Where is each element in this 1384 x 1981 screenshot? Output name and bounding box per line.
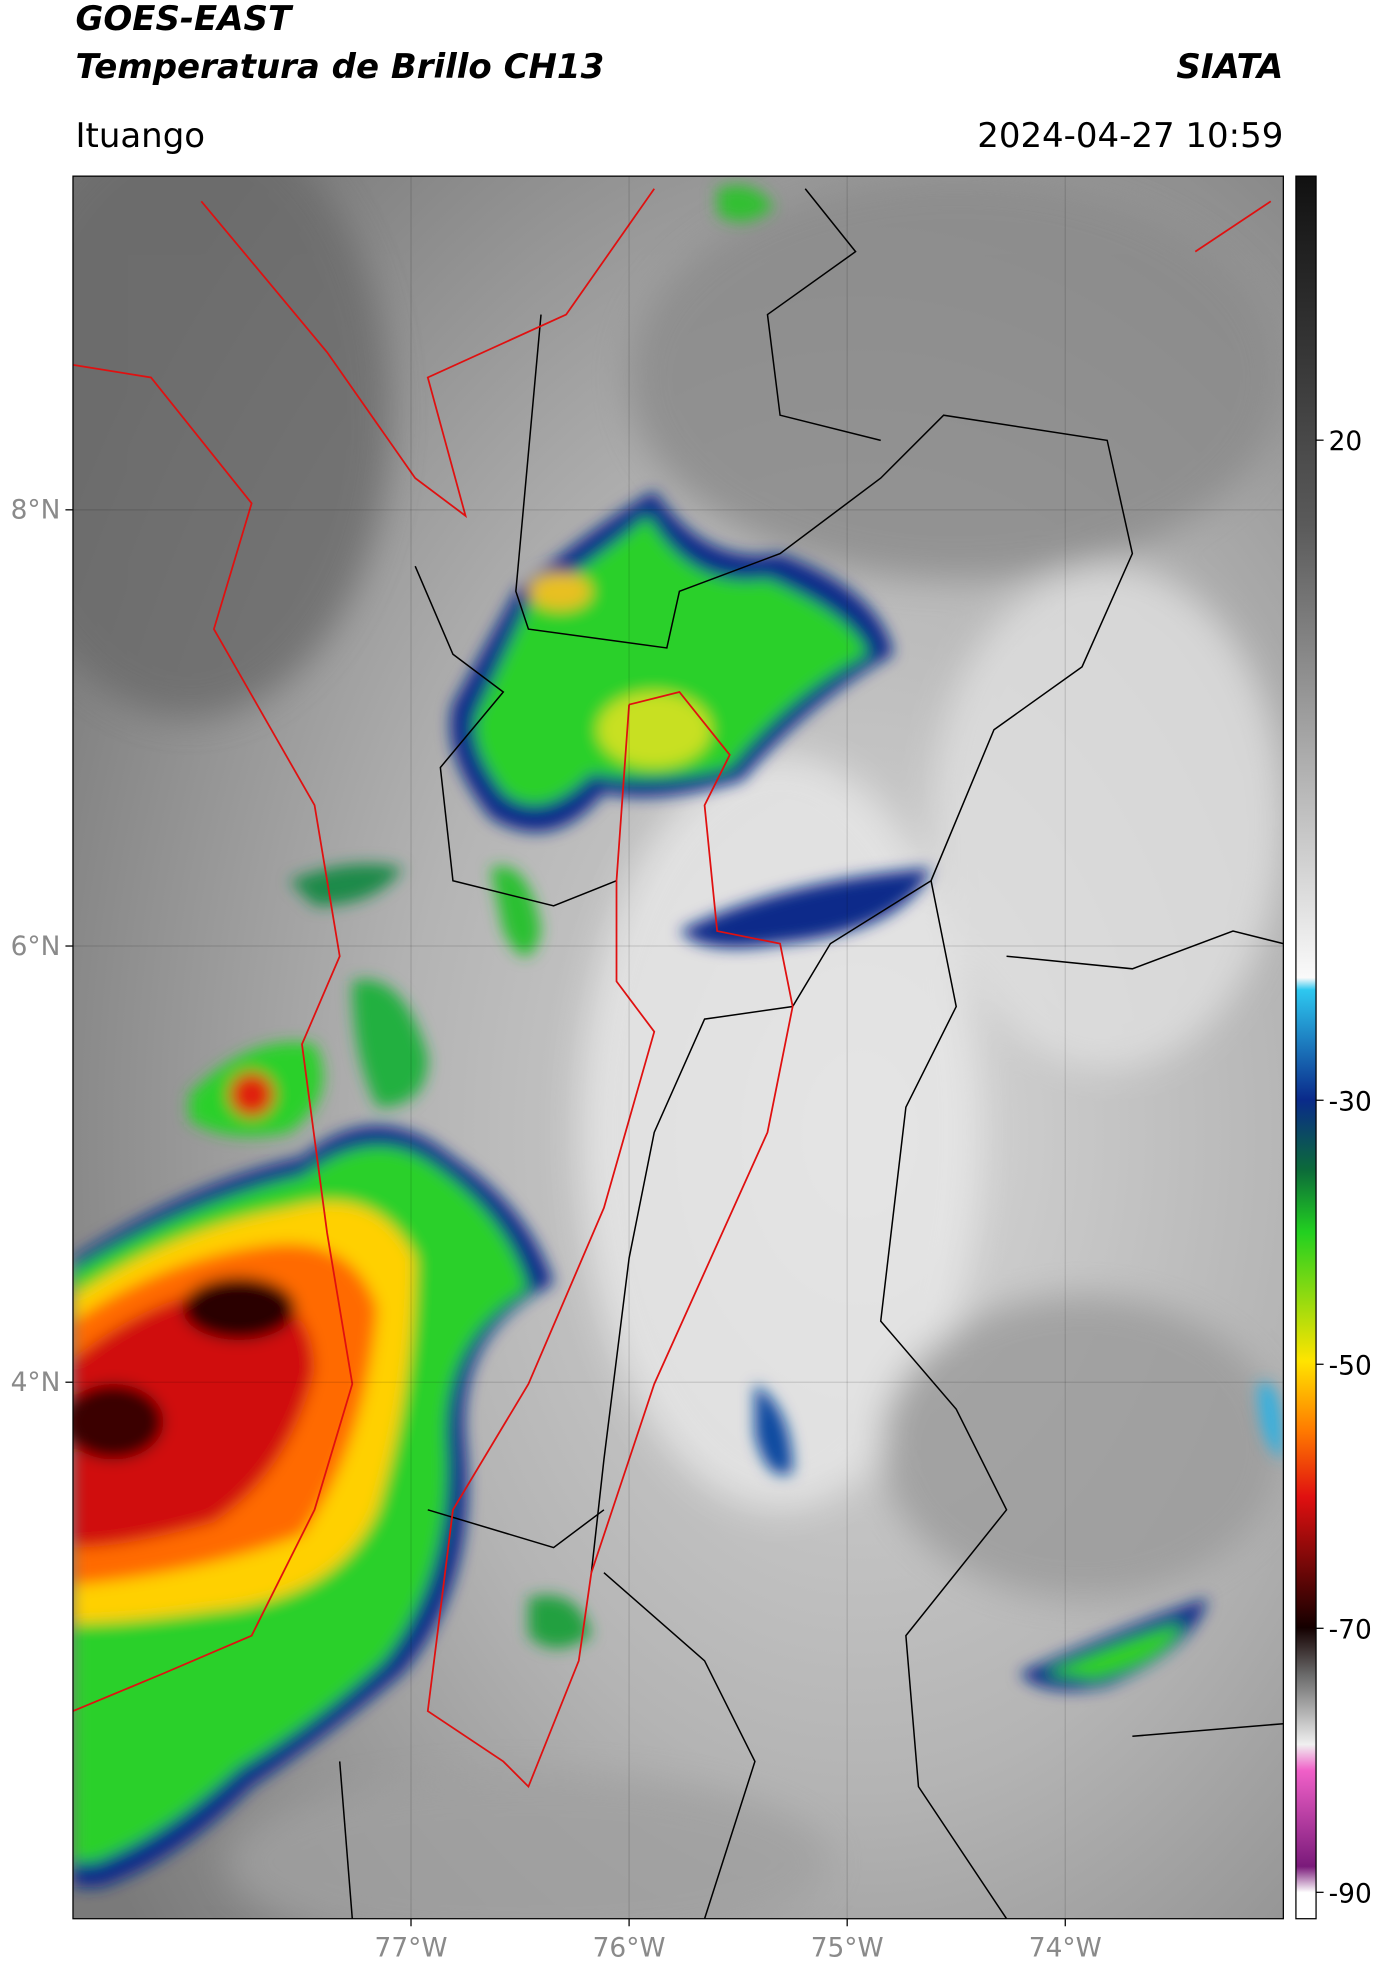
datetime: 2024-04-27 10:59 xyxy=(977,116,1283,156)
colorbar xyxy=(1295,175,1317,1920)
colorbar-tick-label: -50 xyxy=(1329,1350,1372,1381)
colorbar-tick-label: -30 xyxy=(1329,1086,1372,1117)
source: SIATA xyxy=(1176,47,1283,87)
y-tick-label: 4°N xyxy=(11,1367,61,1398)
subtitle: Temperatura de Brillo CH13 xyxy=(75,47,604,87)
map-frame xyxy=(72,175,1284,1920)
y-tick-label: 6°N xyxy=(11,931,61,962)
colorbar-tick-label: -90 xyxy=(1329,1878,1372,1909)
colorbar-tick-label: -70 xyxy=(1329,1614,1372,1645)
x-tick-label: 75°W xyxy=(811,1932,884,1963)
satellite-image xyxy=(72,176,1284,1919)
x-tick-label: 76°W xyxy=(593,1932,666,1963)
borders xyxy=(338,188,1284,1919)
title: GOES-EAST xyxy=(75,0,293,39)
location: Ituango xyxy=(75,116,205,156)
x-tick-label: 77°W xyxy=(375,1932,448,1963)
y-tick-label: 8°N xyxy=(11,495,61,526)
boundaries xyxy=(72,188,1272,1789)
colorbar-tick-label: 20 xyxy=(1329,426,1363,457)
x-tick-label: 74°W xyxy=(1029,1932,1102,1963)
